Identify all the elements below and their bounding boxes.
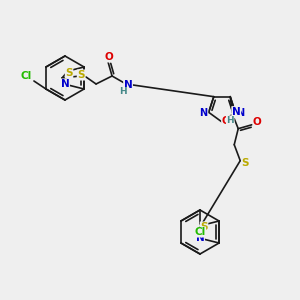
Text: N: N (124, 80, 132, 90)
Text: S: S (200, 222, 208, 232)
Text: H: H (226, 116, 234, 125)
Text: Cl: Cl (20, 71, 32, 81)
Text: N: N (61, 79, 69, 89)
Text: N: N (200, 108, 208, 118)
Text: Cl: Cl (194, 227, 206, 237)
Text: S: S (77, 70, 85, 80)
Text: S: S (65, 68, 73, 78)
Text: S: S (242, 158, 249, 168)
Text: H: H (119, 88, 127, 97)
Text: O: O (105, 52, 113, 62)
Text: N: N (236, 108, 244, 118)
Text: N: N (232, 107, 241, 117)
Text: O: O (222, 116, 230, 126)
Text: N: N (196, 233, 204, 243)
Text: O: O (253, 117, 262, 127)
